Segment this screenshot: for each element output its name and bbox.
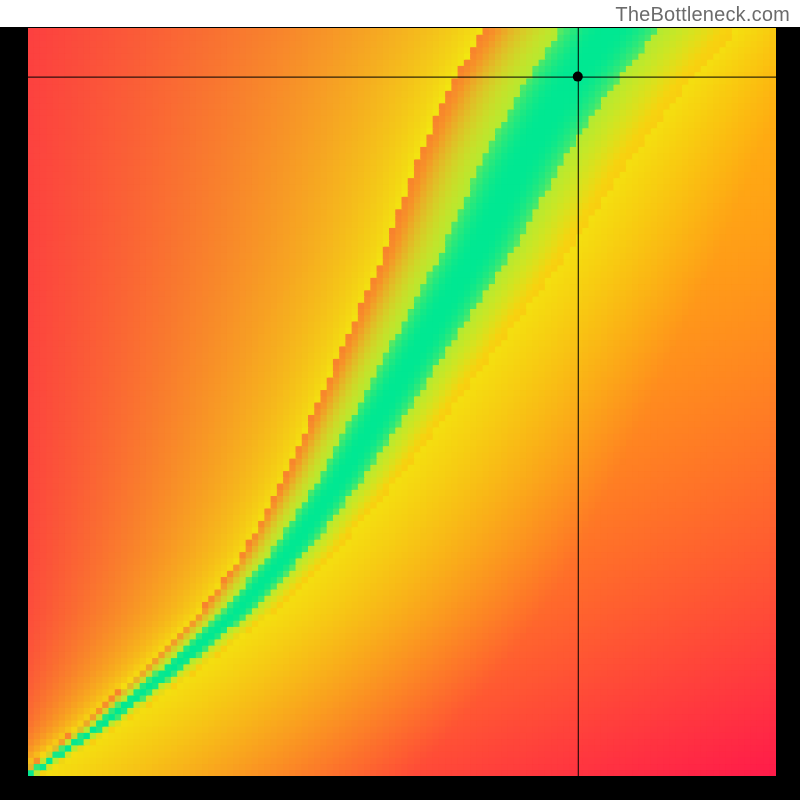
bottleneck-heatmap — [0, 0, 800, 800]
chart-container: TheBottleneck.com — [0, 0, 800, 800]
watermark-text: TheBottleneck.com — [615, 4, 790, 27]
